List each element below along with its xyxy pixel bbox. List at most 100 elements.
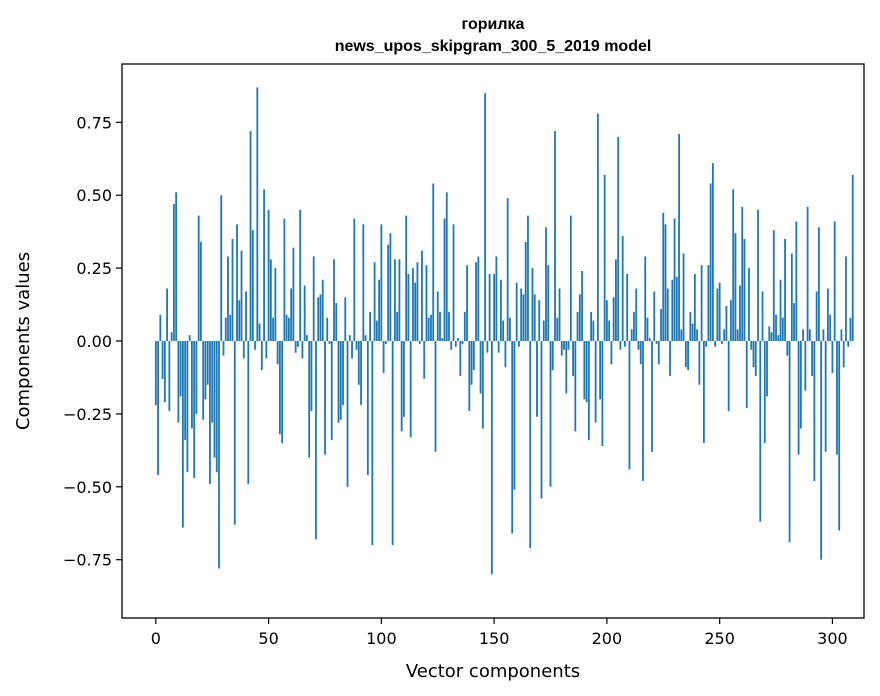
bar-194 [592, 320, 595, 341]
bar-3 [161, 341, 164, 379]
bar-305 [842, 341, 845, 368]
bar-96 [371, 341, 374, 546]
bar-114 [412, 268, 414, 341]
bar-14 [186, 341, 189, 473]
bar-232 [678, 133, 680, 341]
bar-46 [258, 323, 261, 341]
bar-125 [436, 291, 439, 341]
bar-304 [840, 329, 843, 341]
bar-235 [684, 341, 687, 368]
bar-174 [547, 265, 550, 341]
bar-285 [797, 341, 800, 455]
bar-308 [849, 317, 852, 341]
bar-98 [375, 320, 378, 341]
bar-245 [707, 265, 710, 341]
bar-280 [786, 341, 789, 356]
bar-62 [294, 341, 297, 353]
bar-94 [366, 341, 369, 476]
bar-18 [195, 341, 198, 414]
bar-71 [315, 341, 317, 540]
bar-33 [229, 314, 232, 341]
bar-182 [565, 341, 568, 394]
bar-140 [470, 341, 473, 385]
bar-76 [326, 317, 329, 341]
bar-209 [626, 273, 629, 341]
bar-225 [662, 212, 665, 341]
bar-207 [621, 236, 624, 341]
bar-181 [563, 341, 565, 350]
bar-45 [256, 87, 259, 341]
bar-15 [188, 335, 191, 341]
bar-303 [838, 341, 841, 531]
bar-158 [511, 341, 514, 534]
bar-145 [481, 341, 484, 429]
bar-241 [698, 341, 701, 385]
bar-271 [766, 341, 768, 397]
bar-292 [813, 341, 816, 481]
bar-105 [391, 341, 394, 546]
bar-218 [646, 317, 649, 341]
bar-138 [466, 265, 468, 341]
bar-190 [583, 341, 586, 400]
bar-152 [497, 341, 500, 353]
bar-69 [310, 341, 313, 411]
bar-93 [364, 335, 367, 341]
bar-131 [450, 341, 453, 350]
bar-213 [635, 288, 638, 341]
bar-6 [168, 341, 171, 411]
x-tick-label: 300 [817, 629, 848, 648]
bar-5 [166, 288, 168, 341]
x-axis-ticks: 0 50 100 150 200 250 300 [151, 618, 848, 648]
bar-178 [556, 317, 559, 341]
x-tick-label: 50 [258, 629, 278, 648]
bar-81 [337, 341, 340, 423]
bar-72 [317, 297, 320, 341]
bar-243 [702, 341, 705, 444]
bar-197 [599, 341, 602, 400]
bar-179 [558, 288, 561, 341]
bar-268 [759, 341, 762, 522]
chart-title-line-1: горилка [462, 16, 525, 33]
bar-160 [515, 282, 518, 341]
bar-299 [829, 314, 832, 341]
bar-238 [691, 323, 694, 341]
chart-title-line-2: news_upos_skipgram_300_5_2019 model [335, 38, 652, 55]
bar-117 [418, 341, 421, 344]
bar-52 [272, 317, 274, 341]
bar-274 [772, 230, 775, 341]
bar-65 [301, 341, 304, 359]
bar-165 [527, 215, 529, 341]
bar-1 [157, 341, 159, 476]
bar-153 [499, 279, 502, 341]
bar-210 [628, 341, 631, 470]
bar-284 [795, 221, 798, 341]
bar-28 [218, 341, 220, 569]
bar-103 [387, 244, 390, 341]
bar-85 [346, 341, 349, 487]
bar-84 [344, 297, 347, 341]
bar-183 [567, 341, 570, 350]
bar-64 [299, 209, 302, 341]
y-axis-ticks: 0.75 0.50 0.25 0.00 −0.25 −0.50 −0.75 [63, 113, 122, 570]
bar-221 [653, 291, 656, 341]
bar-252 [723, 329, 726, 341]
bar-133 [454, 341, 457, 347]
bar-203 [612, 297, 615, 341]
bar-171 [540, 341, 543, 499]
bar-70 [312, 256, 315, 341]
bar-26 [213, 341, 216, 458]
bar-298 [827, 288, 829, 341]
bar-276 [777, 335, 780, 341]
x-tick-label: 0 [151, 629, 161, 648]
bar-261 [743, 238, 746, 341]
bar-291 [811, 341, 814, 376]
bar-199 [603, 174, 606, 341]
bar-141 [472, 341, 475, 371]
bar-234 [682, 253, 685, 341]
x-axis-label: Vector components [406, 661, 580, 682]
bar-47 [260, 341, 263, 371]
bar-17 [193, 341, 196, 479]
bar-242 [700, 265, 703, 341]
bar-8 [172, 203, 175, 341]
bar-36 [236, 224, 238, 341]
